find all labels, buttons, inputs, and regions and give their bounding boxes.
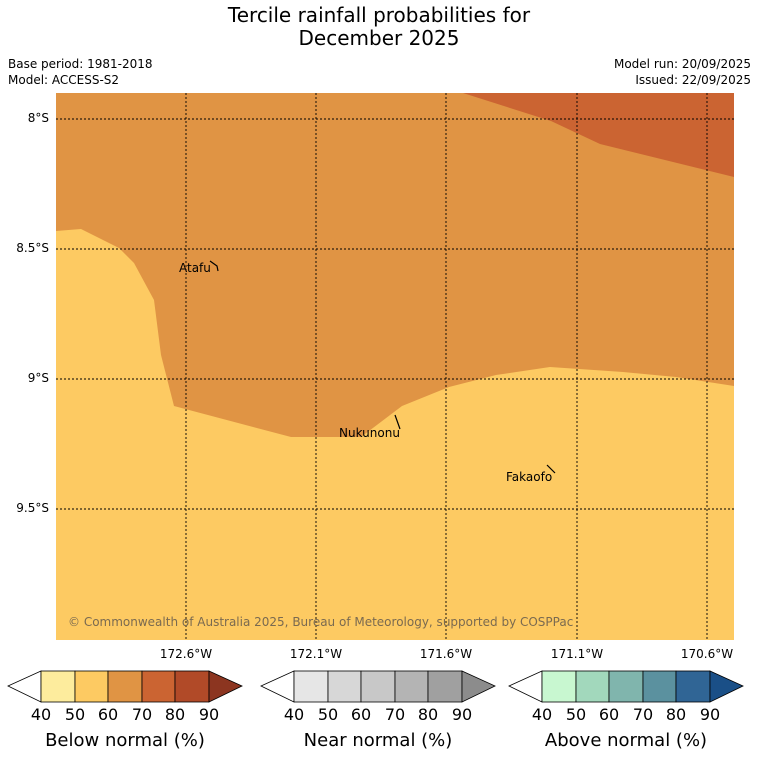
region-50-60 (56, 229, 734, 640)
above-tick: 90 (699, 705, 721, 724)
above-arrow-left (508, 670, 543, 703)
below-tick: 70 (131, 705, 153, 724)
colorbar-ticks: 40 50 60 70 80 90 40 50 60 70 80 90 40 5… (0, 705, 758, 727)
below-swatch-70-80 (141, 670, 176, 703)
below-swatch-40-50 (40, 670, 76, 703)
near-swatch-50-60 (327, 670, 362, 703)
region-70-80 (463, 93, 734, 177)
place-fakaofo: Fakaofo (506, 470, 553, 484)
lat-label-8: 8°S (27, 111, 49, 125)
near-swatch-40-50 (293, 670, 329, 703)
above-swatch-60-70 (608, 670, 644, 703)
below-tick: 90 (198, 705, 220, 724)
lon-label-172-6: 172.6°W (159, 647, 213, 661)
issued-date: Issued: 22/09/2025 (635, 73, 751, 87)
above-arrow-right (709, 670, 744, 703)
below-normal-title: Below normal (%) (45, 730, 205, 751)
lat-label-9-5: 9.5°S (16, 501, 49, 515)
above-swatch-70-80 (642, 670, 677, 703)
below-tick: 50 (64, 705, 86, 724)
colorbar-near-normal (260, 670, 496, 703)
lat-label-9: 9°S (27, 371, 49, 385)
lon-label-170-6: 170.6°W (680, 647, 734, 661)
above-tick: 80 (665, 705, 687, 724)
map-panel (56, 93, 734, 640)
model-name: Model: ACCESS-S2 (8, 73, 120, 87)
below-arrow-right (208, 670, 243, 703)
meta-right: Model run: 20/09/2025 Issued: 22/09/2025 (614, 56, 751, 88)
lon-label-171-6: 171.6°W (419, 647, 473, 661)
above-tick: 70 (632, 705, 654, 724)
below-swatch-60-70 (107, 670, 143, 703)
near-arrow-right (461, 670, 496, 703)
model-run: Model run: 20/09/2025 (613, 57, 751, 71)
lon-label-171-1: 171.1°W (550, 647, 604, 661)
above-tick: 50 (565, 705, 587, 724)
title-line-2: December 2025 (298, 26, 460, 50)
below-tick: 60 (97, 705, 119, 724)
below-swatch-50-60 (74, 670, 109, 703)
below-swatch-80-90 (174, 670, 210, 703)
above-normal-title: Above normal (%) (544, 730, 708, 751)
gridlines (56, 93, 734, 640)
meta-left: Base period: 1981-2018 Model: ACCESS-S2 (8, 56, 153, 88)
lat-label-8-5: 8.5°S (16, 241, 49, 255)
copyright-notice: © Commonwealth of Australia 2025, Bureau… (68, 615, 574, 629)
fakaofo-island (546, 464, 556, 474)
atafu-island (209, 260, 219, 272)
above-swatch-40-50 (541, 670, 577, 703)
title-line-1: Tercile rainfall probabilities for (227, 3, 531, 27)
below-tick: 80 (164, 705, 186, 724)
chart-title: Tercile rainfall probabilities for Decem… (0, 4, 758, 50)
place-nukunonu: Nukunonu (339, 426, 400, 440)
near-tick: 60 (350, 705, 372, 724)
place-atafu: Atafu (179, 261, 211, 275)
near-tick: 40 (283, 705, 305, 724)
base-period: Base period: 1981-2018 (8, 57, 153, 71)
below-tick: 40 (30, 705, 52, 724)
near-tick: 80 (417, 705, 439, 724)
colorbar-below-normal (7, 670, 243, 703)
near-swatch-60-70 (360, 670, 396, 703)
near-swatch-80-90 (427, 670, 463, 703)
near-tick: 50 (317, 705, 339, 724)
lon-label-172-1: 172.1°W (289, 647, 343, 661)
near-tick: 90 (451, 705, 473, 724)
nukunonu-island (394, 414, 401, 430)
near-swatch-70-80 (394, 670, 429, 703)
colorbars (7, 670, 744, 703)
near-normal-title: Near normal (%) (303, 730, 453, 751)
colorbar-above-normal (508, 670, 744, 703)
above-tick: 40 (531, 705, 553, 724)
above-tick: 60 (598, 705, 620, 724)
near-arrow-left (260, 670, 295, 703)
near-tick: 70 (384, 705, 406, 724)
below-arrow-left (7, 670, 42, 703)
above-swatch-50-60 (575, 670, 610, 703)
above-swatch-80-90 (675, 670, 711, 703)
